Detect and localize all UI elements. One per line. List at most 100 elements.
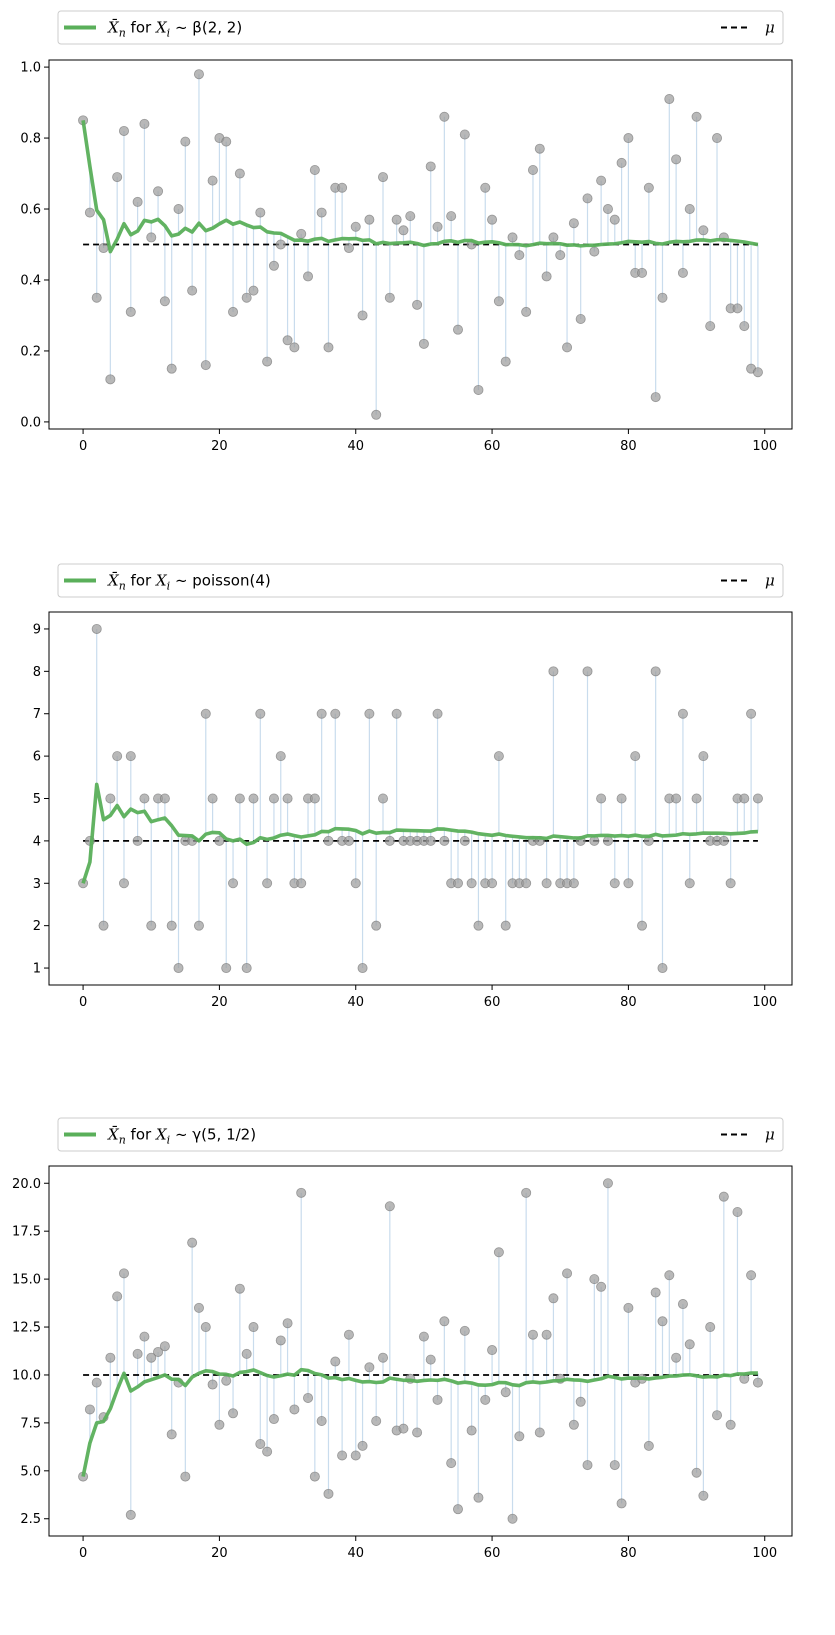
stem-group xyxy=(89,628,759,969)
x-tick-label: 100 xyxy=(752,439,777,454)
x-tick-label: 0 xyxy=(79,1546,87,1561)
sample-point xyxy=(384,292,395,303)
x-tick-label: 80 xyxy=(620,1546,637,1561)
sample-point xyxy=(275,751,286,762)
x-tick-label: 80 xyxy=(620,439,637,454)
sample-point xyxy=(118,878,129,889)
sample-point xyxy=(698,1490,709,1501)
sample-point xyxy=(677,1299,688,1310)
sample-point xyxy=(596,175,607,186)
y-tick-label: 3 xyxy=(33,877,41,892)
sample-point xyxy=(391,214,402,225)
sample-point xyxy=(589,246,600,257)
sample-point xyxy=(582,666,593,677)
sample-point xyxy=(412,1427,423,1438)
y-tick-label: 1 xyxy=(33,962,41,977)
sample-point xyxy=(739,793,750,804)
sample-point xyxy=(350,221,361,232)
sample-point xyxy=(364,214,375,225)
sample-point xyxy=(221,136,232,147)
sample-point xyxy=(118,125,129,136)
sample-point xyxy=(384,835,395,846)
sample-point xyxy=(357,310,368,321)
legend-xi-symbol: X xyxy=(155,1126,168,1144)
y-tick-label: 5.0 xyxy=(20,1464,41,1479)
sample-point xyxy=(548,1293,559,1304)
sample-point xyxy=(684,878,695,889)
sample-point xyxy=(125,1509,136,1520)
sample-point xyxy=(371,920,382,931)
sample-point xyxy=(439,111,450,122)
sample-point xyxy=(180,136,191,147)
sample-point xyxy=(725,1419,736,1430)
sample-point xyxy=(241,1348,252,1359)
sample-point xyxy=(439,1316,450,1327)
sample-point xyxy=(487,878,498,889)
y-tick-label: 8 xyxy=(33,665,41,680)
sample-point xyxy=(459,835,470,846)
sample-point xyxy=(527,164,538,175)
legend-xi-symbol: X xyxy=(155,19,168,37)
sample-point xyxy=(480,1394,491,1405)
sample-point xyxy=(459,1325,470,1336)
legend-tilde: ~ xyxy=(170,572,192,590)
x-tick-label: 60 xyxy=(484,995,501,1010)
sample-point xyxy=(582,1460,593,1471)
sample-point xyxy=(173,963,184,974)
sample-point xyxy=(350,1450,361,1461)
sample-point xyxy=(282,793,293,804)
sample-point xyxy=(166,363,177,374)
sample-point xyxy=(712,1410,723,1421)
sample-point xyxy=(568,1419,579,1430)
sample-point xyxy=(718,1191,729,1202)
sample-point xyxy=(98,920,109,931)
x-tick-label: 20 xyxy=(211,995,228,1010)
x-tick-label: 40 xyxy=(347,439,364,454)
sample-point xyxy=(255,708,266,719)
sample-point xyxy=(616,157,627,168)
sample-point xyxy=(132,835,143,846)
sample-point xyxy=(214,1419,225,1430)
sample-point xyxy=(234,168,245,179)
sample-point xyxy=(493,751,504,762)
sample-point xyxy=(296,1187,307,1198)
sample-point xyxy=(132,196,143,207)
sample-point xyxy=(623,1302,634,1313)
sample-point xyxy=(98,243,109,254)
legend-for-word: for xyxy=(126,19,156,37)
sample-point xyxy=(330,708,341,719)
sample-point xyxy=(105,374,116,385)
sample-point xyxy=(323,342,334,353)
sample-point xyxy=(677,267,688,278)
sample-point xyxy=(364,1362,375,1373)
sample-point xyxy=(200,708,211,719)
y-tick-label: 17.5 xyxy=(12,1225,41,1240)
sample-point xyxy=(480,182,491,193)
sample-point xyxy=(752,1377,763,1388)
legend-xbar-symbol: X̄ xyxy=(107,572,120,590)
sample-point xyxy=(139,1331,150,1342)
sample-point xyxy=(548,666,559,677)
x-tick-label: 0 xyxy=(79,439,87,454)
sample-point xyxy=(609,214,620,225)
sample-point xyxy=(493,1247,504,1258)
legend-i-subscript: i xyxy=(167,580,171,593)
x-tick-label: 40 xyxy=(347,995,364,1010)
sample-point xyxy=(125,751,136,762)
sample-point xyxy=(303,271,314,282)
sample-point xyxy=(105,1352,116,1363)
sample-point xyxy=(691,793,702,804)
sample-point xyxy=(534,143,545,154)
sample-point xyxy=(323,1488,334,1499)
axes-frame xyxy=(48,59,793,430)
sample-point xyxy=(541,878,552,889)
sample-point xyxy=(330,1356,341,1367)
y-tick-label: 2 xyxy=(33,919,41,934)
legend-i-subscript: i xyxy=(167,27,171,40)
sample-point xyxy=(718,835,729,846)
legend-mean-label: X̄n for Xi ~ β(2, 2) xyxy=(107,19,242,40)
sample-point xyxy=(207,1379,218,1390)
sample-point xyxy=(725,878,736,889)
sample-point xyxy=(452,324,463,335)
sample-point xyxy=(664,1270,675,1281)
